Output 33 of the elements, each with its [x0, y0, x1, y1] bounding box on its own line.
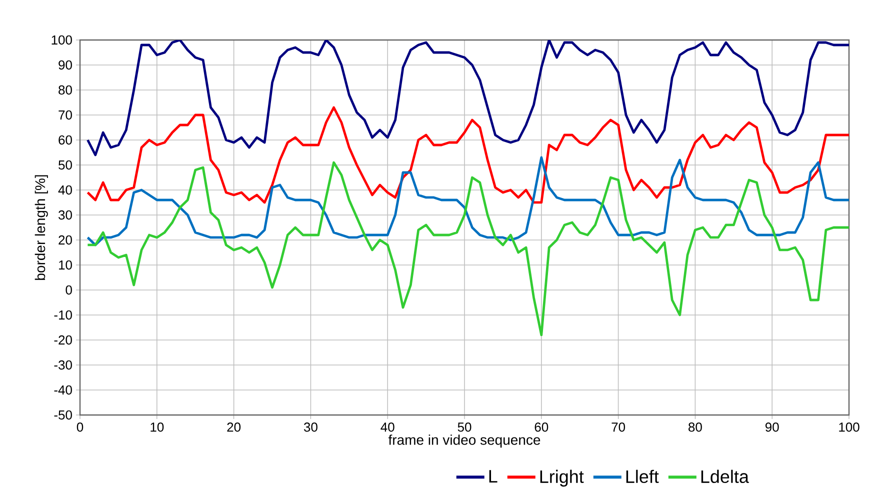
y-tick-label: 0 — [66, 285, 72, 295]
y-tick-label: -50 — [54, 410, 72, 420]
y-tick-label: 60 — [58, 135, 72, 145]
x-axis-title: frame in video sequence — [388, 434, 540, 448]
x-tick-label: 90 — [765, 422, 779, 432]
y-tick-label: -40 — [54, 385, 72, 395]
legend-label: Lleft — [626, 470, 659, 484]
y-tick-label: 80 — [58, 85, 72, 95]
y-tick-label: 50 — [58, 160, 72, 170]
x-tick-label: 10 — [150, 422, 164, 432]
x-tick-label: 20 — [227, 422, 241, 432]
y-tick-label: -20 — [54, 335, 72, 345]
x-tick-label: 0 — [76, 422, 84, 432]
x-tick-label: 40 — [380, 422, 394, 432]
x-tick-label: 30 — [304, 422, 318, 432]
y-axis-title: border length [%] — [34, 175, 48, 280]
y-tick-label: -30 — [54, 360, 72, 370]
y-tick-label: 10 — [59, 260, 72, 270]
y-tick-label: 70 — [58, 110, 72, 120]
legend-label: Lright — [540, 470, 584, 487]
legend-label: L — [489, 470, 498, 483]
legend-label: Ldelta — [701, 470, 749, 484]
y-tick-label: 30 — [58, 210, 72, 220]
x-tick-label: 70 — [612, 422, 626, 432]
y-tick-label: 100 — [52, 35, 72, 45]
x-tick-label: 80 — [688, 422, 702, 432]
x-tick-label: 60 — [534, 422, 548, 432]
y-tick-label: 40 — [58, 185, 72, 195]
y-tick-label: 90 — [58, 60, 72, 70]
y-tick-label: 20 — [58, 235, 72, 245]
y-tick-label: -10 — [54, 310, 72, 320]
x-tick-label: 50 — [458, 422, 472, 432]
x-tick-label: 100 — [839, 422, 860, 432]
